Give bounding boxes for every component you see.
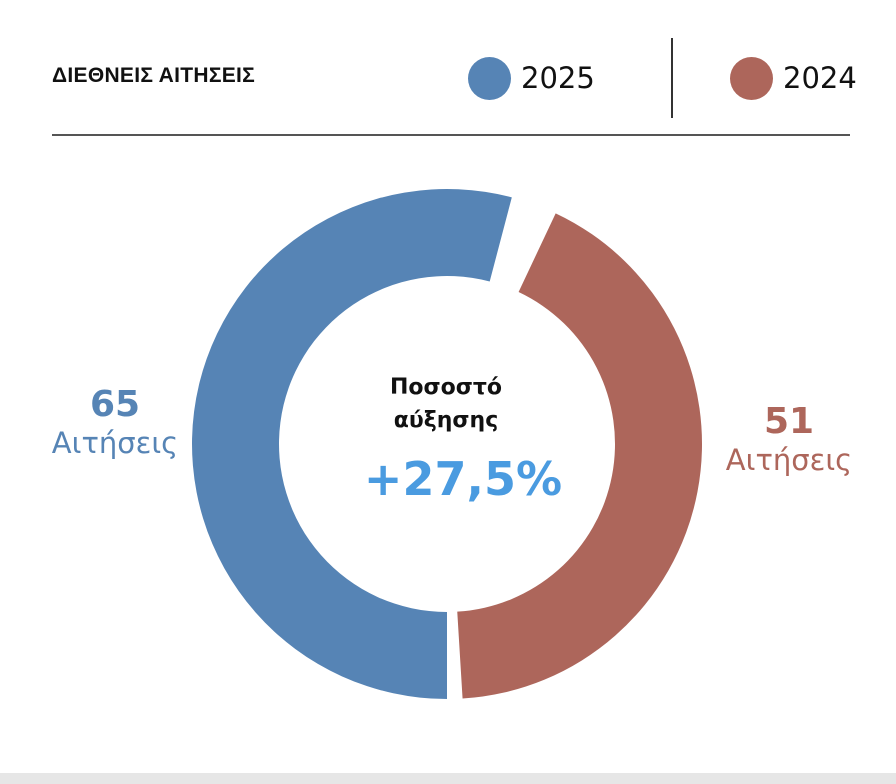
- unit-2024: Αιτήσεις: [725, 443, 853, 477]
- donut-segment-2024: [457, 213, 702, 699]
- chart-title: ΔΙΕΘΝΕΙΣ ΑΙΤΗΣΕΙΣ: [52, 64, 256, 87]
- legend-divider: [671, 38, 673, 118]
- label-2024: 51 Αιτήσεις: [715, 402, 863, 478]
- value-2024: 51: [763, 401, 815, 442]
- value-2025: 65: [89, 384, 141, 425]
- center-caption: Ποσοστό αύξησης: [389, 375, 503, 433]
- unit-2025: Αιτήσεις: [51, 426, 179, 460]
- label-2025: 65 Αιτήσεις: [40, 385, 190, 461]
- legend-label-2025: 2025: [521, 61, 595, 95]
- header-divider: [52, 134, 850, 136]
- legend-swatch-2025: [468, 56, 511, 100]
- legend-item-2025: 2025: [468, 56, 595, 100]
- center-value: +27,5%: [363, 452, 563, 506]
- donut-segment-2025: [192, 189, 512, 700]
- footer-bar: [0, 773, 896, 784]
- legend-label-2024: 2024: [783, 61, 857, 95]
- legend-item-2024: 2024: [730, 56, 857, 100]
- legend-swatch-2024: [730, 56, 773, 100]
